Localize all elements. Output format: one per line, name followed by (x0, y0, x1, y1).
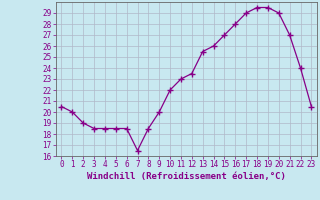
X-axis label: Windchill (Refroidissement éolien,°C): Windchill (Refroidissement éolien,°C) (87, 172, 286, 181)
